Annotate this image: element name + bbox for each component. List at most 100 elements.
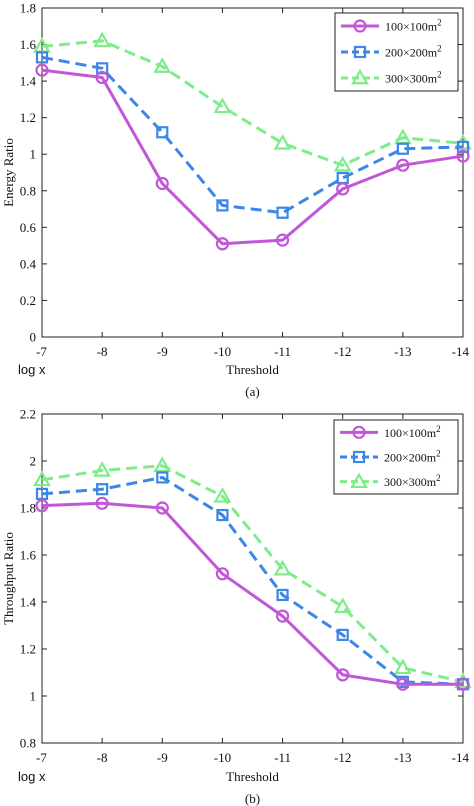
x-tick-label: -7 [36,750,47,765]
legend-marker [353,45,367,59]
y-tick-label: 1.6 [20,37,37,52]
data-point [93,31,112,48]
x-tick-label: -14 [452,344,470,359]
data-point [393,658,412,675]
y-tick-label: 2.2 [20,407,36,422]
data-point [95,496,109,510]
data-point [336,628,349,642]
data-point [396,142,409,155]
data-point [396,677,410,691]
y-tick-label: 1.8 [20,501,36,516]
y-tick-label: 0.8 [20,183,36,198]
legend-marker [353,19,367,33]
y-axis-label: Throughput Ratio [1,532,16,625]
legend: 100×100m2 200×200m2 300×300m2 [334,12,459,92]
y-tick-label: 2 [30,454,37,469]
data-point [456,677,470,691]
data-point [273,134,292,150]
data-point [35,63,49,77]
data-point [275,233,290,247]
y-tick-label: 1 [30,689,37,704]
data-point [276,206,289,219]
data-point [33,470,51,487]
data-point [96,62,109,75]
data-point [156,471,169,484]
x-tick-label: -13 [394,750,411,765]
series-line [41,68,464,246]
data-point [35,51,49,64]
y-tick-label: 1.6 [20,548,37,563]
legend-label: 100×100m2 [384,424,441,440]
series-circle [35,496,470,691]
x-axis-label: Threshold [226,362,279,377]
legend-marker [352,425,366,439]
data-point [153,456,172,473]
x-tick-label: -10 [214,344,231,359]
panel-caption: (b) [245,791,260,806]
data-point [336,171,349,185]
legend-label: 200×200m2 [385,44,442,60]
chart-panel-a: 0 0.2 0.4 0.6 0.8 1 1.2 1.4 1.6 1.8 -7 -8 -9 -10 -11 -1… [1,1,472,399]
x-tick-label: -9 [157,344,168,359]
series-line [41,501,463,686]
data-point [216,508,229,522]
y-tick-label: 1.4 [20,595,37,610]
data-point [96,483,109,496]
data-point [35,487,49,500]
legend-marker [351,68,369,85]
y-tick-label: 0.8 [20,736,36,751]
x-tick-label: -7 [36,344,47,359]
series-line [41,464,464,684]
data-point [336,182,350,196]
y-tick-label: 0.4 [20,256,37,271]
data-point [275,609,290,623]
data-point [155,501,169,515]
x-axis-label: Threshold [226,769,279,784]
x-tick-label: -8 [97,750,108,765]
data-point [93,461,112,477]
series-square [35,471,470,691]
data-point [213,97,232,114]
plot-area [41,413,464,744]
y-tick-label: 1.8 [20,1,36,16]
data-point [35,499,49,513]
data-point [336,668,350,682]
x-tick-label: -8 [97,344,108,359]
series-line [41,475,464,686]
data-point [215,567,230,581]
y-tick-label: 0 [30,330,37,345]
y-tick-label: 1.2 [20,642,36,657]
legend-label: 200×200m2 [384,449,441,465]
data-point [333,597,352,614]
legend-label: 300×300m2 [384,473,441,489]
series-square [35,51,470,219]
x-axis-log-note: log x [18,362,46,377]
data-point [333,155,352,172]
series-circle [35,63,470,251]
legend-marker [352,450,366,464]
series-line [41,55,464,215]
data-point [95,70,109,85]
data-point [153,57,172,73]
x-tick-label: -12 [334,344,351,359]
plot-area [41,7,464,338]
data-point [213,487,232,503]
x-tick-label: -14 [452,750,470,765]
data-point [396,158,410,172]
x-axis-log-note: log x [18,769,46,784]
data-point [273,559,292,576]
legend: 100×100m2 200×200m2 300×300m2 [333,419,459,495]
data-point [456,140,470,154]
legend-label: 300×300m2 [385,70,442,86]
x-tick-label: -12 [334,750,351,765]
data-point [276,588,289,602]
data-point [216,199,229,212]
data-point [155,176,169,191]
x-tick-label: -10 [214,750,231,765]
x-tick-label: -11 [274,344,291,359]
x-tick-label: -13 [394,344,411,359]
x-tick-label: -11 [274,750,291,765]
y-tick-label: 0.6 [20,220,37,235]
chart-panel-b: 0.8 1 1.2 1.4 1.6 1.8 2 2.2 -7 -8 -9 -10 -11 -12 -13 -1… [1,407,472,806]
